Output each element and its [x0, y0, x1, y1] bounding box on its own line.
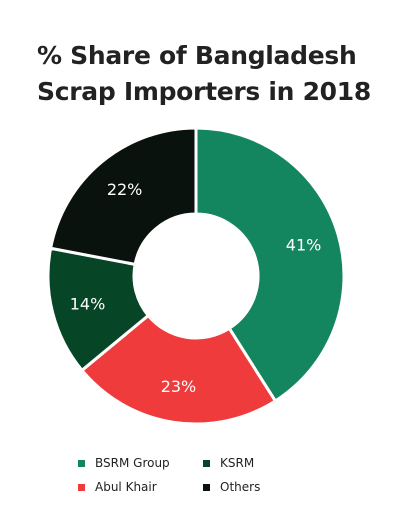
legend-item-others: Others	[203, 480, 313, 494]
legend-label-bsrm-group: BSRM Group	[95, 456, 170, 470]
legend-item-abul-khair: Abul Khair	[78, 480, 203, 494]
slice-abul-khair	[80, 314, 277, 426]
slice-others	[49, 126, 198, 266]
slice-label-abul-khair: 23%	[161, 377, 197, 396]
legend-item-ksrm: KSRM	[203, 456, 313, 470]
chart-legend: BSRM Group KSRM Abul Khair Others	[78, 456, 313, 494]
slice-label-ksrm: 14%	[70, 294, 106, 313]
chart-title-line-1: % Share of Bangladesh	[37, 41, 357, 70]
chart-title-line-2: Scrap Importers in 2018	[37, 77, 371, 106]
legend-item-bsrm-group: BSRM Group	[78, 456, 203, 470]
legend-label-abul-khair: Abul Khair	[95, 480, 157, 494]
donut-slices	[46, 126, 346, 426]
legend-swatch-ksrm	[203, 459, 210, 467]
legend-swatch-others	[203, 483, 210, 491]
slice-label-bsrm-group: 41%	[286, 235, 322, 254]
chart-title: % Share of Bangladesh Scrap Importers in…	[37, 38, 397, 110]
legend-swatch-abul-khair	[78, 483, 85, 491]
legend-label-others: Others	[220, 480, 261, 494]
legend-swatch-bsrm-group	[78, 459, 85, 467]
slice-label-others: 22%	[107, 180, 143, 199]
slice-labels: 41% 23% 14% 22%	[70, 180, 322, 396]
legend-label-ksrm: KSRM	[220, 456, 255, 470]
